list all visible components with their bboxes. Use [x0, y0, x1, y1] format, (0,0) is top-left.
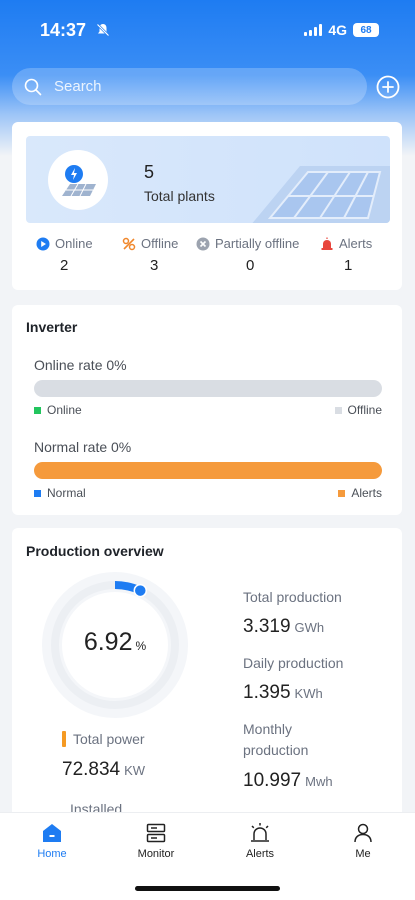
- bottom-tab-bar: Home Monitor Alerts Me: [0, 812, 415, 900]
- tab-alerts[interactable]: Alerts: [220, 821, 300, 860]
- solar-plant-icon: [48, 150, 108, 210]
- total-plants-count: 5: [144, 162, 155, 182]
- signal-icon: [304, 24, 323, 36]
- daily-production-unit: KWh: [294, 686, 323, 701]
- stat-partially-offline[interactable]: Partially offline 0: [196, 236, 299, 274]
- stat-value: 1: [344, 257, 353, 274]
- gauge-value: 6.92%: [42, 628, 188, 657]
- alarm-icon: [251, 823, 269, 842]
- daily-production-value: 1.395 KWh: [243, 682, 323, 704]
- stat-label: Partially offline: [215, 236, 300, 251]
- stat-value: 0: [246, 257, 255, 274]
- solar-panel-illustration: [252, 166, 390, 223]
- network-type: 4G: [328, 22, 347, 38]
- stat-label: Online: [55, 236, 93, 251]
- total-plants-banner[interactable]: 5 Total plants: [26, 136, 390, 223]
- stat-label: Offline: [141, 236, 179, 251]
- online-icon: [36, 237, 50, 250]
- battery-level: 68: [360, 24, 372, 36]
- stat-offline[interactable]: Offline 3: [122, 236, 178, 274]
- status-bar: 14:37 4G 68: [0, 0, 415, 60]
- total-power-value: 72.834 KW: [62, 759, 145, 781]
- legend-alerts-swatch: [338, 489, 346, 497]
- production-overview-card[interactable]: Production overview 6.92% Total power 72…: [12, 528, 402, 818]
- monthly-production-value: 10.997 Mwh: [243, 770, 333, 792]
- inverter-card[interactable]: Inverter Online rate 0% Online Offline N…: [12, 305, 402, 515]
- monthly-production-label-line2: production: [243, 742, 309, 758]
- legend-online-swatch: [34, 406, 41, 414]
- daily-production-number: 1.395: [243, 682, 291, 703]
- daily-production-label: Daily production: [243, 655, 344, 671]
- total-production-value: 3.319 GWh: [243, 616, 324, 638]
- legend-alerts: Alerts: [338, 486, 382, 500]
- stat-value: 2: [60, 257, 69, 274]
- total-production-label: Total production: [243, 589, 342, 605]
- stat-value: 3: [150, 257, 159, 274]
- total-plants-label: Total plants: [144, 188, 215, 204]
- user-icon: [354, 823, 372, 843]
- tab-label: Me: [355, 848, 371, 860]
- status-time: 14:37: [40, 20, 87, 40]
- monthly-production-unit: Mwh: [305, 774, 333, 789]
- legend-label: Alerts: [351, 486, 382, 500]
- search-input[interactable]: [54, 78, 334, 95]
- gauge-progress-knob: [133, 583, 148, 598]
- gauge-center: [62, 592, 168, 698]
- gauge-unit: %: [135, 639, 147, 653]
- offline-icon: [122, 237, 136, 250]
- legend-normal: Normal: [34, 486, 86, 500]
- monthly-production-number: 10.997: [243, 770, 302, 791]
- total-power-marker: [62, 731, 66, 747]
- stat-alerts[interactable]: Alerts 1: [320, 236, 372, 274]
- home-indicator: [135, 886, 280, 891]
- legend-label: Normal: [47, 486, 86, 500]
- legend-normal-swatch: [34, 489, 41, 497]
- total-power-number: 72.834: [62, 759, 121, 780]
- monthly-production-label: Monthly production: [243, 719, 308, 761]
- tab-monitor[interactable]: Monitor: [116, 821, 196, 860]
- inverter-title: Inverter: [26, 319, 78, 335]
- total-power-label: Total power: [62, 731, 145, 747]
- legend-label: Offline: [347, 403, 382, 417]
- tab-home[interactable]: Home: [12, 821, 92, 860]
- normal-rate-bar: [34, 462, 382, 479]
- monitor-icon: [146, 823, 166, 843]
- normal-rate-label: Normal rate 0%: [34, 439, 132, 455]
- online-rate-bar: [34, 380, 382, 397]
- total-production-number: 3.319: [243, 616, 291, 637]
- online-rate-label: Online rate 0%: [34, 357, 127, 373]
- legend-online: Online: [34, 403, 82, 417]
- total-production-unit: GWh: [294, 620, 325, 635]
- production-gauge: [42, 572, 188, 718]
- alert-icon: [321, 237, 333, 250]
- tab-label: Home: [37, 848, 67, 860]
- total-power-unit: KW: [124, 763, 146, 778]
- plant-status-row: Online 2 Offline 3 Partially offline 0 A…: [12, 236, 402, 280]
- legend-offline: Offline: [334, 403, 382, 417]
- search-bar[interactable]: [12, 68, 367, 105]
- tab-label: Monitor: [137, 848, 175, 860]
- search-icon: [24, 78, 42, 95]
- partially-offline-icon: [196, 237, 210, 250]
- legend-label: Online: [47, 403, 82, 417]
- battery-icon: 68: [353, 23, 379, 37]
- stat-label: Alerts: [339, 236, 373, 251]
- plants-summary-card[interactable]: 5 Total plants Online 2 Offline 3: [12, 122, 402, 290]
- production-title: Production overview: [26, 543, 164, 559]
- home-icon: [43, 824, 61, 842]
- stat-online[interactable]: Online 2: [36, 236, 93, 274]
- add-plant-button[interactable]: [376, 75, 400, 99]
- tab-label: Alerts: [245, 848, 275, 860]
- gauge-number: 6.92: [83, 628, 133, 656]
- bell-mute-icon: [96, 23, 110, 37]
- tab-me[interactable]: Me: [323, 821, 403, 860]
- total-power-text: Total power: [73, 731, 145, 747]
- monthly-production-label-line1: Monthly: [243, 721, 293, 737]
- legend-offline-swatch: [334, 406, 342, 414]
